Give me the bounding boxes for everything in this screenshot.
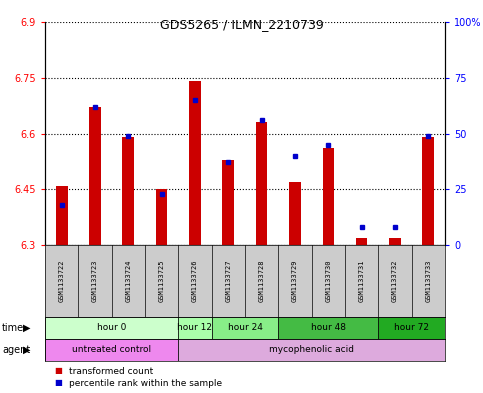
Bar: [378, 317, 445, 339]
Text: GSM1133732: GSM1133732: [392, 260, 398, 302]
Text: GSM1133733: GSM1133733: [426, 260, 431, 302]
Text: ▶: ▶: [23, 323, 31, 333]
Bar: [278, 317, 378, 339]
Text: hour 24: hour 24: [227, 323, 262, 332]
Text: percentile rank within the sample: percentile rank within the sample: [69, 378, 222, 387]
Bar: [423, 137, 434, 245]
Text: GSM1133726: GSM1133726: [192, 260, 198, 302]
Bar: [178, 339, 445, 361]
Text: agent: agent: [2, 345, 30, 355]
Bar: [45, 339, 178, 361]
Bar: [323, 149, 334, 245]
Text: hour 72: hour 72: [394, 323, 429, 332]
Text: GSM1133725: GSM1133725: [159, 260, 165, 302]
Text: transformed count: transformed count: [69, 367, 154, 375]
Text: GSM1133730: GSM1133730: [326, 260, 331, 302]
Text: ▶: ▶: [23, 345, 31, 355]
Text: GSM1133731: GSM1133731: [359, 260, 365, 302]
Bar: [223, 160, 234, 245]
Bar: [89, 107, 101, 245]
Text: GDS5265 / ILMN_2210739: GDS5265 / ILMN_2210739: [159, 18, 324, 31]
Text: time: time: [2, 323, 24, 333]
Text: hour 12: hour 12: [177, 323, 213, 332]
Text: GSM1133727: GSM1133727: [226, 260, 231, 302]
Bar: [189, 81, 201, 245]
Bar: [256, 122, 268, 245]
Bar: [123, 137, 134, 245]
Text: ■: ■: [55, 367, 62, 375]
Text: GSM1133724: GSM1133724: [125, 260, 131, 302]
Bar: [156, 189, 168, 245]
Bar: [178, 317, 212, 339]
Text: GSM1133723: GSM1133723: [92, 260, 98, 302]
Bar: [356, 237, 368, 245]
Bar: [56, 185, 68, 245]
Text: GSM1133722: GSM1133722: [58, 260, 65, 302]
Text: GSM1133728: GSM1133728: [259, 260, 265, 302]
Text: mycophenolic acid: mycophenolic acid: [269, 345, 354, 354]
Bar: [45, 317, 178, 339]
Text: GSM1133729: GSM1133729: [292, 260, 298, 302]
Bar: [389, 237, 401, 245]
Text: hour 48: hour 48: [311, 323, 346, 332]
Text: ■: ■: [55, 378, 62, 387]
Bar: [289, 182, 301, 245]
Bar: [212, 317, 278, 339]
Text: untreated control: untreated control: [72, 345, 151, 354]
Text: hour 0: hour 0: [97, 323, 127, 332]
